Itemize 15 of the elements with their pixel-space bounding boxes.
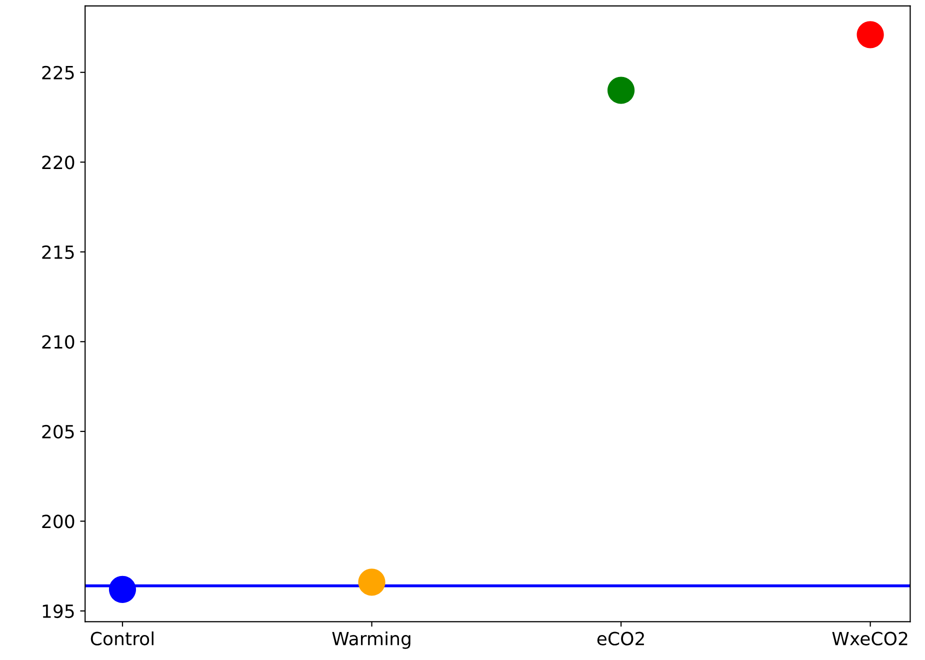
- y-tick-label: 210: [42, 335, 74, 349]
- point: [856, 21, 884, 48]
- y-tick-label: 205: [42, 424, 74, 439]
- point: [358, 568, 386, 596]
- point: [108, 576, 136, 603]
- y-tick-label: 225: [42, 66, 74, 80]
- x-tick-label: WxeCO2: [832, 632, 908, 646]
- point: [608, 76, 635, 104]
- y-tick-label: 195: [42, 604, 74, 618]
- x-tick-label: Control: [90, 631, 154, 646]
- x-tick-label: eCO2: [597, 632, 644, 646]
- y-tick-label: 200: [42, 514, 74, 528]
- y-tick-label: 220: [42, 156, 74, 170]
- y-tick-label: 215: [42, 245, 74, 260]
- x-tick-label: Warming: [332, 631, 410, 649]
